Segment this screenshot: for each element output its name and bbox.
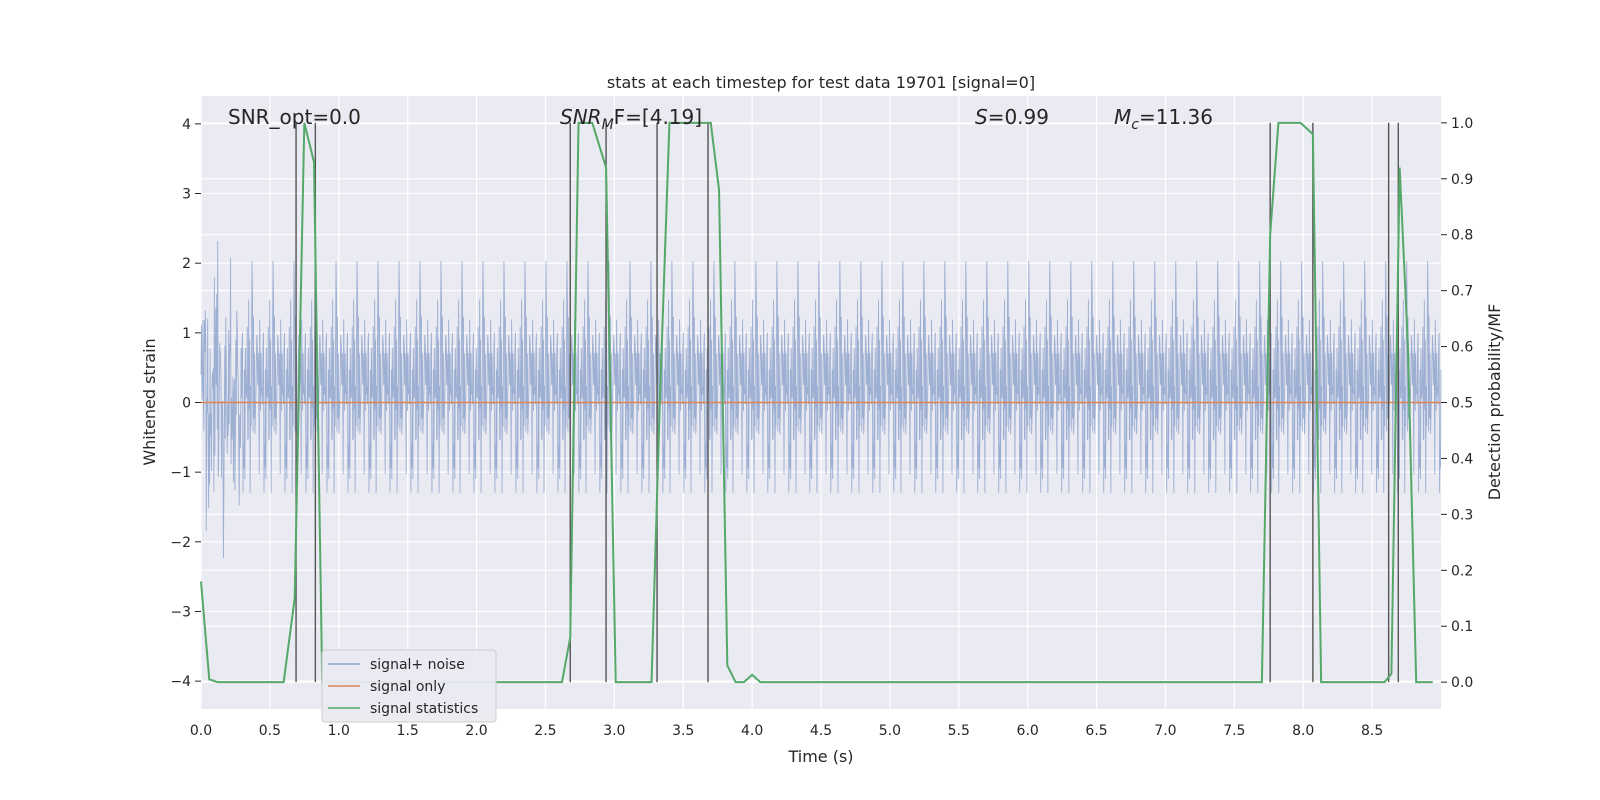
y2-tick-label: 0.1: [1451, 619, 1473, 635]
y2-tick-label: 0.5: [1451, 396, 1473, 412]
signal-statistics-line: [200, 121, 1433, 684]
series-signal-statistics: [200, 121, 1433, 684]
x-tick-label: 3.0: [603, 723, 625, 739]
y2-tick-label: 1.0: [1451, 116, 1473, 132]
annotation-snr-mf: SNRMF=[4.19]: [560, 105, 702, 133]
y-tick-label: 3: [182, 187, 191, 203]
x-axis-label: Time (s): [787, 747, 853, 766]
y-tick-label: −4: [170, 674, 191, 690]
x-tick-label: 5.5: [948, 723, 970, 739]
annotation-s: S=0.99: [975, 105, 1049, 129]
x-tick-label: 3.5: [672, 723, 694, 739]
legend-label-stats: signal statistics: [370, 701, 478, 717]
annotation-snr-mf-sub: M: [602, 117, 614, 133]
x-tick-label: 5.0: [879, 723, 901, 739]
x-tick-label: 6.0: [1017, 723, 1039, 739]
chart-title: stats at each timestep for test data 197…: [607, 73, 1035, 92]
y2-tick-label: 0.8: [1451, 228, 1473, 244]
y-tick-label: 0: [182, 396, 191, 412]
y-tick-label: −2: [170, 535, 191, 551]
x-tick-label: 0.0: [190, 723, 212, 739]
y-axis-label: Whitened strain: [140, 338, 159, 465]
y-tick-label: 4: [182, 117, 191, 133]
y-tick-label: 1: [182, 326, 191, 342]
annotation-s-rest: =0.99: [988, 105, 1049, 129]
annotation-mc: Mc=11.36: [1114, 105, 1213, 133]
y-tick-label: −3: [170, 604, 191, 620]
y-axis-right-ticks: 1.0 0.9 0.8 0.7 0.6 0.5 0.4 0.3 0.2 0.1 0.0: [1441, 116, 1473, 691]
annotation-mc-rest: =11.36: [1139, 105, 1213, 129]
y2-tick-label: 0.7: [1451, 284, 1473, 300]
annotation-s-main: S: [975, 105, 988, 129]
x-tick-label: 0.5: [259, 723, 281, 739]
x-tick-label: 4.5: [810, 723, 832, 739]
annotation-snr-mf-rest: F=[4.19]: [614, 105, 702, 129]
legend: signal+ noise signal only signal statist…: [321, 649, 497, 723]
y-axis-right-label: Detection probability/MF: [1485, 304, 1504, 501]
x-tick-label: 8.0: [1292, 723, 1314, 739]
y2-tick-label: 0.9: [1451, 172, 1473, 188]
y2-tick-label: 0.6: [1451, 340, 1473, 356]
x-tick-label: 2.5: [534, 723, 556, 739]
x-tick-label: 7.0: [1154, 723, 1176, 739]
legend-label-signal: signal only: [370, 679, 445, 695]
series-signal-plus-noise: [200, 240, 1442, 559]
annotation-mc-main: M: [1114, 105, 1131, 129]
x-tick-label: 1.0: [328, 723, 350, 739]
annotation-snr-opt: SNR_opt=0.0: [228, 105, 361, 129]
x-tick-label: 1.5: [397, 723, 419, 739]
legend-box: [321, 649, 497, 723]
y2-tick-label: 0.2: [1451, 563, 1473, 579]
y2-tick-label: 0.0: [1451, 675, 1473, 691]
y2-tick-label: 0.3: [1451, 507, 1473, 523]
annotation-mc-sub: c: [1131, 117, 1139, 133]
x-tick-label: 8.5: [1361, 723, 1383, 739]
x-tick-label: 2.0: [465, 723, 487, 739]
noise-trace: [200, 240, 1442, 559]
x-tick-label: 6.5: [1085, 723, 1107, 739]
legend-label-noise: signal+ noise: [370, 657, 465, 673]
x-axis-ticks: 0.0 0.5 1.0 1.5 2.0 2.5 3.0 3.5 4.0 4.5 5.0 5.5 6.0 6…: [190, 723, 1383, 739]
x-tick-label: 7.5: [1223, 723, 1245, 739]
y-tick-label: 2: [182, 256, 191, 272]
y-tick-label: −1: [170, 465, 191, 481]
y-axis-left-ticks: 4 3 2 1 0 −1 −2 −3 −4: [170, 117, 201, 690]
x-tick-label: 4.0: [741, 723, 763, 739]
y2-tick-label: 0.4: [1451, 451, 1473, 467]
annotation-snr-mf-main: SNR: [560, 105, 602, 129]
